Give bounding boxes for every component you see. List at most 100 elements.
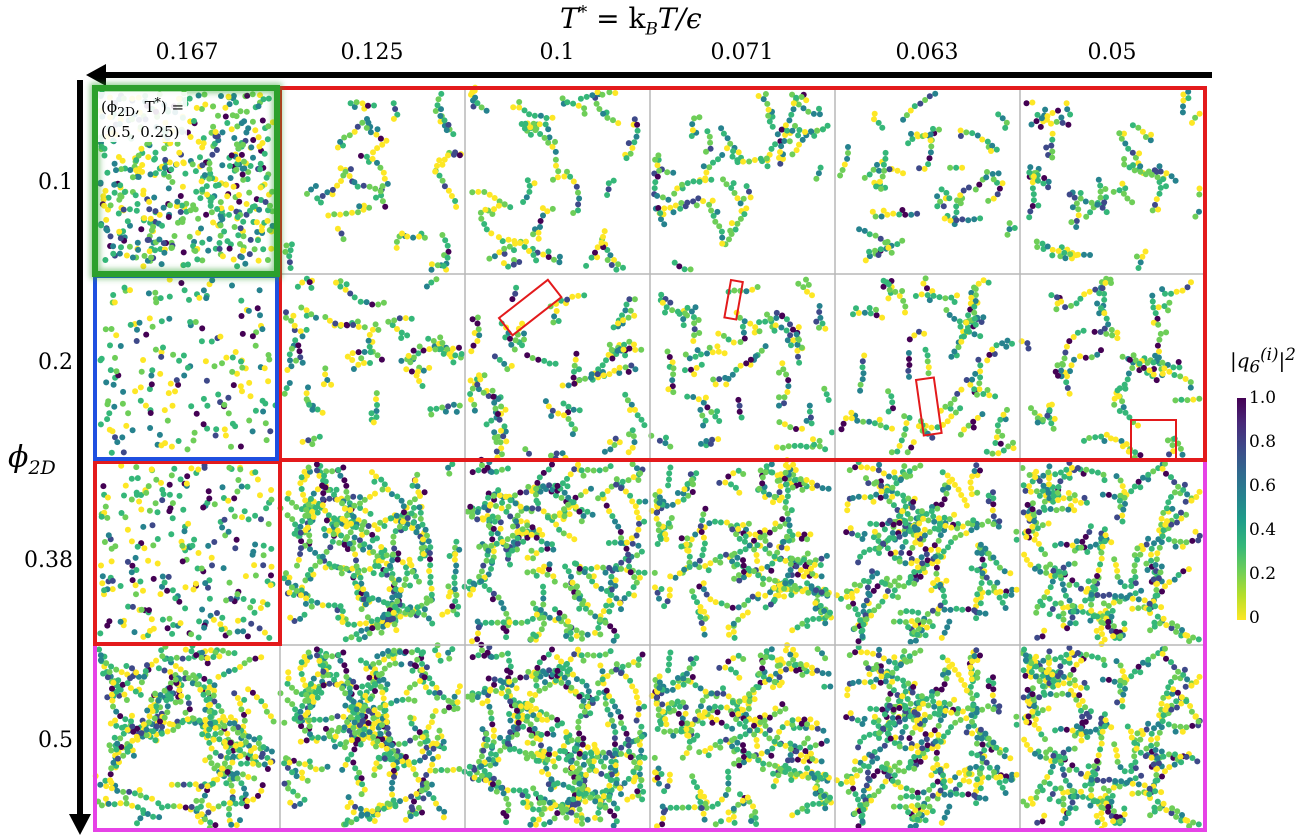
particle bbox=[482, 543, 489, 550]
particle bbox=[343, 210, 350, 217]
particle bbox=[783, 327, 790, 334]
particle bbox=[918, 554, 925, 561]
particle bbox=[791, 442, 798, 449]
particle bbox=[148, 372, 155, 379]
particle bbox=[709, 349, 716, 356]
particle bbox=[157, 591, 164, 598]
particle bbox=[1088, 607, 1095, 614]
particle bbox=[934, 610, 941, 617]
particle bbox=[1044, 243, 1051, 250]
particle bbox=[570, 100, 577, 107]
particle bbox=[288, 363, 295, 370]
particle bbox=[259, 599, 266, 606]
particle bbox=[160, 240, 167, 247]
particle bbox=[1094, 634, 1101, 641]
particle bbox=[222, 104, 229, 111]
particle bbox=[382, 203, 389, 210]
particle bbox=[148, 466, 155, 473]
particle bbox=[377, 188, 384, 195]
particle bbox=[569, 579, 576, 586]
particle bbox=[434, 262, 441, 269]
particle bbox=[164, 417, 171, 424]
particle bbox=[182, 584, 189, 591]
particle bbox=[1095, 176, 1102, 183]
particle bbox=[171, 233, 178, 239]
particle bbox=[350, 572, 357, 579]
particle bbox=[388, 491, 395, 498]
particle bbox=[995, 523, 1002, 530]
particle bbox=[103, 379, 110, 386]
particle bbox=[513, 518, 519, 525]
particle bbox=[101, 539, 108, 545]
particle bbox=[1055, 107, 1061, 114]
particle bbox=[1135, 124, 1142, 131]
particle bbox=[875, 538, 882, 544]
particle bbox=[771, 493, 778, 500]
particle bbox=[324, 377, 331, 383]
particle bbox=[993, 434, 1000, 441]
particle bbox=[844, 501, 851, 508]
particle bbox=[160, 204, 167, 211]
particle bbox=[326, 317, 333, 324]
particle bbox=[496, 492, 503, 499]
particle bbox=[787, 561, 794, 567]
particle bbox=[138, 226, 145, 233]
particle bbox=[1150, 576, 1157, 583]
particle bbox=[891, 555, 898, 561]
particle bbox=[741, 538, 748, 545]
particle bbox=[258, 516, 264, 523]
particle bbox=[861, 352, 868, 359]
particle bbox=[1098, 555, 1105, 562]
particle bbox=[837, 172, 844, 179]
particle bbox=[606, 371, 613, 378]
particle bbox=[464, 508, 471, 515]
particle bbox=[726, 236, 732, 243]
particle bbox=[221, 426, 228, 433]
particle bbox=[533, 257, 540, 264]
particle bbox=[611, 627, 618, 634]
particle bbox=[977, 467, 983, 474]
particle bbox=[675, 498, 681, 505]
particle bbox=[572, 494, 579, 501]
particle bbox=[920, 618, 927, 625]
particle bbox=[741, 568, 747, 575]
particle bbox=[284, 495, 291, 502]
particle bbox=[307, 519, 314, 526]
particle bbox=[697, 604, 704, 610]
particle bbox=[926, 529, 933, 535]
particle bbox=[206, 495, 213, 502]
particle bbox=[786, 138, 793, 145]
particle bbox=[764, 563, 771, 570]
particle bbox=[601, 228, 608, 235]
particle bbox=[1077, 499, 1084, 506]
particle bbox=[716, 376, 723, 383]
particle bbox=[1192, 114, 1199, 121]
particle bbox=[986, 579, 993, 586]
particle bbox=[631, 296, 638, 303]
particle bbox=[948, 353, 955, 360]
particle bbox=[410, 519, 417, 526]
particle bbox=[1149, 207, 1156, 214]
particle bbox=[892, 288, 899, 295]
particle bbox=[656, 488, 663, 495]
particle bbox=[946, 312, 953, 318]
particle bbox=[544, 514, 551, 521]
particle bbox=[813, 587, 819, 594]
particle bbox=[700, 399, 707, 406]
particle bbox=[857, 582, 864, 589]
particle bbox=[425, 615, 432, 622]
particle bbox=[494, 530, 501, 537]
particle bbox=[133, 491, 140, 498]
particle bbox=[133, 157, 140, 164]
particle bbox=[1196, 185, 1203, 192]
particle bbox=[666, 592, 673, 599]
particle bbox=[305, 501, 312, 508]
particle bbox=[128, 538, 135, 545]
particle bbox=[166, 615, 173, 622]
particle bbox=[374, 352, 381, 359]
particle bbox=[550, 319, 557, 326]
particle bbox=[140, 187, 147, 194]
particle bbox=[785, 516, 792, 523]
particle bbox=[249, 428, 256, 435]
particle bbox=[824, 591, 831, 598]
